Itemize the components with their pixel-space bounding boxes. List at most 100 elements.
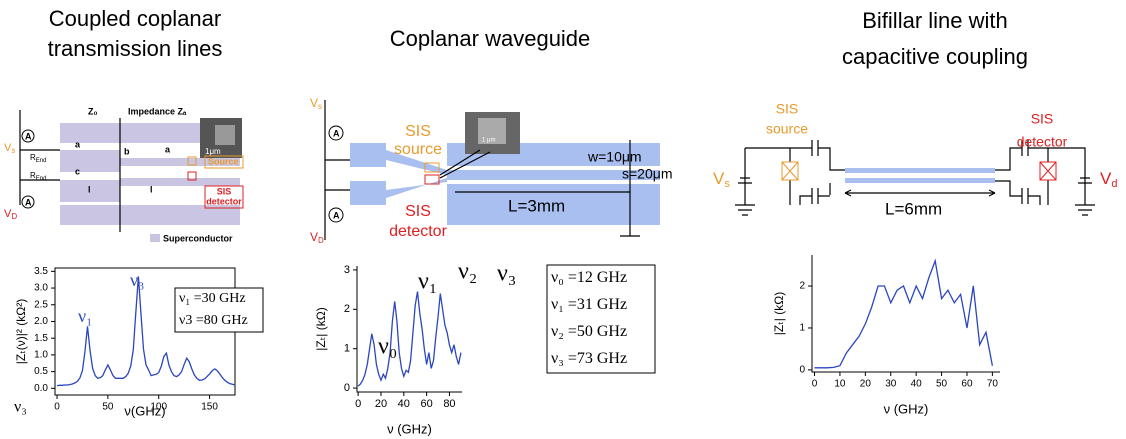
y-tick-label: 1 [344,343,350,355]
y-tick-label: 1.0 [34,350,48,361]
label: Vd [1100,169,1117,189]
y-tick-label: 3.0 [34,283,48,294]
y-tick-label: 2 [799,281,805,292]
label: SIS [776,101,799,117]
annotation: ν₁ [78,306,92,326]
x-tick-label: 80 [443,398,455,410]
y-tick-label: 0 [344,382,350,394]
label: Vs [310,96,322,111]
x-tick-label: 70 [987,379,999,390]
label: Vs [713,169,730,189]
label: Impedance Zₐ [128,106,187,116]
x-tick-label: 10 [834,379,846,390]
label: A [25,197,32,207]
label: A [25,131,32,141]
legend-box [546,264,656,374]
y-tick-label: 2.0 [34,316,48,327]
data-line [814,258,994,369]
legend-entry: ν₀ =12 GHz [551,269,627,286]
annotation: ν₃ [497,261,516,287]
label: A [333,128,340,138]
legend-entry: ν₃ =73 GHz [551,350,627,367]
x-tick-label: 0 [54,402,60,413]
x-tick-label: 0 [355,398,361,410]
panel-title: Bifillar line with [862,8,1008,33]
x-tick-label: 100 [150,402,167,413]
panel-title: Coplanar waveguide [390,26,591,51]
label: l [88,184,91,194]
label: A [333,210,340,220]
panel-title: transmission lines [48,36,223,61]
y-tick-label: 2 [344,303,350,315]
schematic-3: SIS source SIS detector Vs Vd L=6mm [713,101,1117,219]
x-tick-label: 50 [102,402,114,413]
schematic-2: Vs VD A A SIS source SIS detector 1 μm w… [310,96,672,245]
label: c [75,166,80,176]
x-axis-label: ν (GHz) [884,401,929,416]
y-tick-label: 2.5 [34,299,48,310]
label: REnd [30,171,46,181]
y-tick-label: 1 [799,323,805,334]
x-tick-label: 60 [961,379,973,390]
data-line [357,291,462,387]
label: detector [206,196,242,206]
x-tick-label: 20 [860,379,872,390]
axes [811,255,1000,373]
y-axis-label: |Zₜ| (kΩ) [772,292,786,335]
schematic-1: Z₀ Impedance Zₐ Vs VD A A REnd REnd a b … [4,106,244,243]
label: a [165,144,171,154]
annotation: ν₃ [130,270,144,290]
label: REnd [30,153,46,163]
annotation: ν₂ [458,259,477,285]
x-axis-label: ν (GHz) [387,421,432,436]
y-tick-label: 3 [344,264,350,276]
x-tick-label: 0 [812,379,818,390]
label: a [75,139,81,149]
x-tick-label: 40 [911,379,923,390]
x-tick-label: 60 [420,398,432,410]
y-axis-label: |Zₜ(ν)|² (kΩ²) [14,299,28,364]
label: 1 μm [482,138,495,144]
label: SIS [1031,111,1054,127]
legend-box [174,287,264,333]
label: L=3mm [508,196,565,215]
y-tick-label: 1.5 [34,333,48,344]
label: detector [1017,134,1068,150]
label: Source [208,156,239,166]
label: l [150,184,153,194]
label: b [124,146,130,156]
y-tick-label: 0 [799,365,805,376]
legend-entry: ν₁ =30 GHz [179,291,246,306]
y-axis-label: |Zₜ| (kΩ) [314,307,328,350]
label: Vs [4,142,15,155]
panel-title: capacitive coupling [842,44,1028,69]
label: s=20μm [622,166,672,182]
annotation: ν₀ [378,334,397,360]
label: detector [389,223,447,240]
y-tick-label: 0.5 [34,366,48,377]
data-line [56,276,236,387]
label: L=6mm [885,199,942,218]
label: SIS [217,186,232,196]
x-tick-label: 30 [885,379,897,390]
annotation: ν₁ [418,269,437,295]
legend-entry: ν₂ =50 GHz [551,323,627,340]
label: source [766,121,808,137]
label: SIS [405,123,431,140]
x-tick-label: 150 [201,402,218,413]
label: VD [4,208,17,221]
y-tick-label: 3.5 [34,266,48,277]
label: VD [310,230,324,245]
y-tick-label: 0.0 [34,383,48,394]
label: SIS [405,203,431,220]
label: Z₀ [88,106,98,116]
label: Superconductor [163,233,233,243]
x-tick-label: 20 [375,398,387,410]
x-tick-label: 50 [936,379,948,390]
legend-entry: ν3 =80 GHz [179,313,248,328]
x-tick-label: 40 [398,398,410,410]
panel-title: Coupled coplanar [49,6,221,31]
legend-entry: ν₁ =31 GHz [551,296,627,313]
annotation: ν₃ [14,399,27,416]
